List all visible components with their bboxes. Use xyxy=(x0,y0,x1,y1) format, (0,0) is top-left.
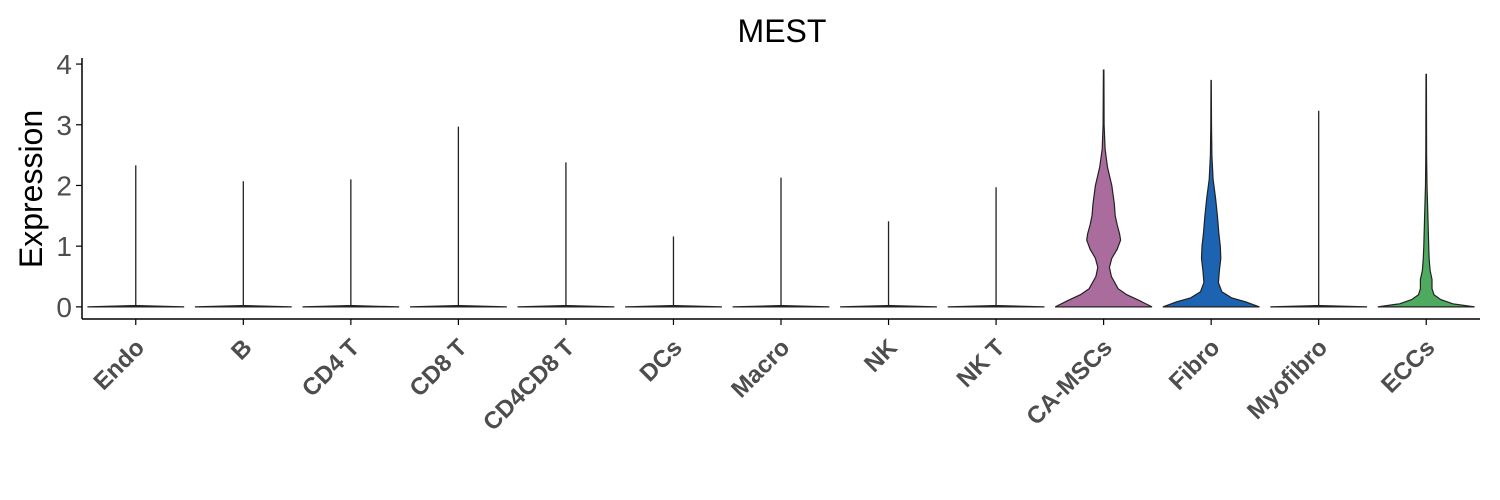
violin-cd8-t xyxy=(409,305,507,308)
y-tick-label: 1 xyxy=(56,231,72,262)
violin-eccs xyxy=(1377,73,1475,308)
violin-cd4cd8-t xyxy=(517,305,615,308)
x-tick-label: NK xyxy=(859,334,903,378)
x-axis: Endo B CD4 T CD8 T CD4CD8 T DCs Macro NK NK T CA-… xyxy=(82,318,1480,436)
x-tick-label: NK T xyxy=(952,334,1011,393)
violin-nk xyxy=(840,305,937,308)
x-tick-label: B xyxy=(226,334,257,365)
y-axis: 0 1 2 3 4 xyxy=(56,49,83,323)
violin-endo xyxy=(87,305,185,308)
y-tick-label: 0 xyxy=(56,292,72,323)
x-tick-label: Macro xyxy=(726,334,795,403)
violin-macro xyxy=(732,305,830,308)
x-tick-label: CD8 T xyxy=(405,334,473,402)
violin-b xyxy=(194,305,292,308)
violin-fibro xyxy=(1162,79,1260,308)
violin-myofibro xyxy=(1270,305,1368,308)
violins-layer xyxy=(87,69,1475,308)
y-axis-label: Expression xyxy=(13,110,49,268)
x-tick-label: ECCs xyxy=(1376,334,1440,398)
x-tick-label: Myofibro xyxy=(1242,334,1333,425)
y-tick-label: 3 xyxy=(56,110,72,141)
x-tick-label: CA-MSCs xyxy=(1021,334,1117,430)
violin-dcs xyxy=(625,305,722,308)
y-tick-label: 4 xyxy=(56,49,72,80)
y-tick-label: 2 xyxy=(56,170,72,201)
violin-cd4-t xyxy=(302,305,400,308)
chart-title: MEST xyxy=(738,13,827,49)
violin-ca-mscs xyxy=(1054,69,1153,308)
x-tick-label: CD4 T xyxy=(297,334,365,402)
x-tick-label: CD4CD8 T xyxy=(478,334,580,436)
violin-nk-t xyxy=(947,305,1045,308)
x-tick-label: DCs xyxy=(635,334,688,387)
x-tick-label: Endo xyxy=(88,334,150,396)
x-tick-label: Fibro xyxy=(1164,334,1226,396)
